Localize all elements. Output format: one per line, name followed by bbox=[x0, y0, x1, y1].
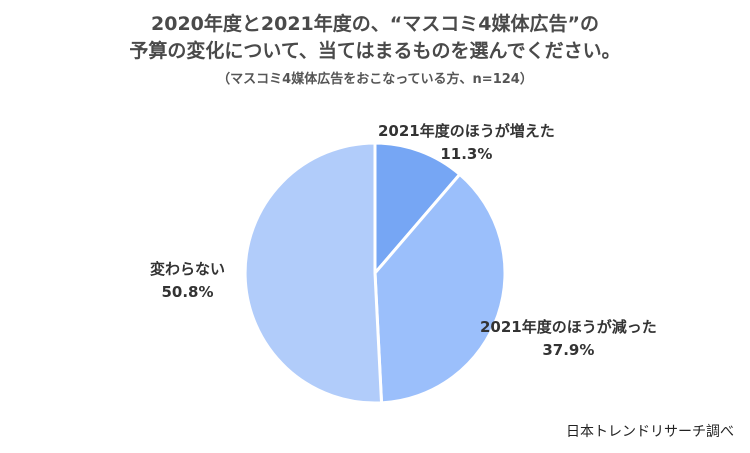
pie-slice-decreased bbox=[373, 172, 507, 405]
pie-slice-increased bbox=[373, 141, 462, 275]
pie-slice-unchanged bbox=[243, 141, 384, 405]
chart-title-line-2: 予算の変化について、当てはまるものを選んでください。 bbox=[129, 40, 621, 62]
slice-value-unchanged: 50.8% bbox=[161, 283, 214, 301]
slice-label-unchanged: 変わらない 50.8% bbox=[150, 258, 225, 304]
slice-label-decreased: 2021年度のほうが減った 37.9% bbox=[480, 316, 657, 362]
source-credit: 日本トレンドリサーチ調べ bbox=[566, 424, 734, 440]
slice-value-increased: 11.3% bbox=[440, 145, 493, 163]
slice-value-decreased: 37.9% bbox=[542, 341, 595, 359]
slice-label-increased-text: 2021年度のほうが増えた bbox=[378, 122, 555, 140]
slice-label-decreased-text: 2021年度のほうが減った bbox=[480, 318, 657, 336]
chart-subtitle: （マスコミ4媒体広告をおこなっている方、n=124） bbox=[217, 72, 533, 87]
slice-label-increased: 2021年度のほうが増えた 11.3% bbox=[378, 120, 555, 166]
slice-label-unchanged-text: 変わらない bbox=[150, 260, 226, 278]
chart-title-line-1: 2020年度と2021年度の、“マスコミ4媒体広告”の bbox=[151, 13, 599, 35]
